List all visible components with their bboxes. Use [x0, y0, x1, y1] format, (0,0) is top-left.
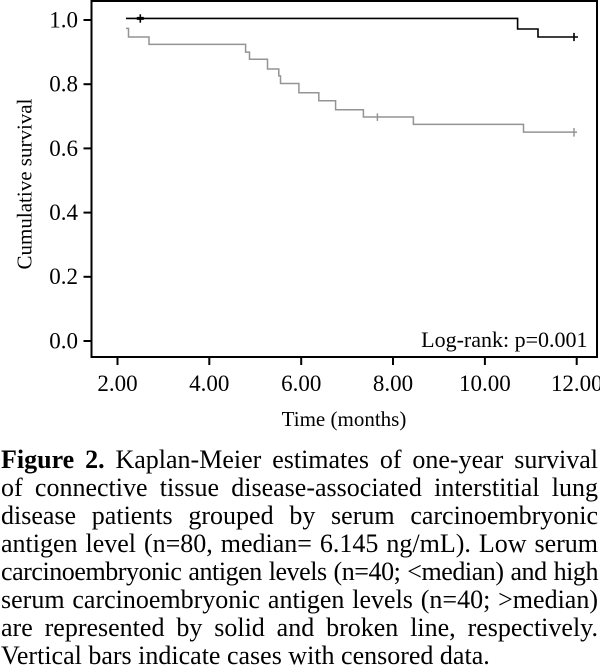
svg-text:10.00: 10.00 [459, 371, 511, 396]
svg-text:Cumulative survival: Cumulative survival [13, 98, 37, 269]
svg-text:8.00: 8.00 [373, 371, 413, 396]
svg-text:1.0: 1.0 [49, 7, 78, 32]
svg-text:6.00: 6.00 [281, 371, 321, 396]
svg-text:Time (months): Time (months) [282, 407, 407, 431]
svg-text:12.00: 12.00 [551, 371, 600, 396]
svg-text:0.4: 0.4 [49, 200, 78, 225]
svg-text:0.2: 0.2 [49, 264, 78, 289]
svg-text:4.00: 4.00 [189, 371, 229, 396]
svg-text:2.00: 2.00 [97, 371, 137, 396]
svg-text:0.6: 0.6 [49, 136, 78, 161]
svg-text:0.0: 0.0 [49, 328, 78, 353]
svg-text:0.8: 0.8 [49, 72, 78, 97]
svg-text:Log-rank: p=0.001: Log-rank: p=0.001 [421, 327, 587, 352]
